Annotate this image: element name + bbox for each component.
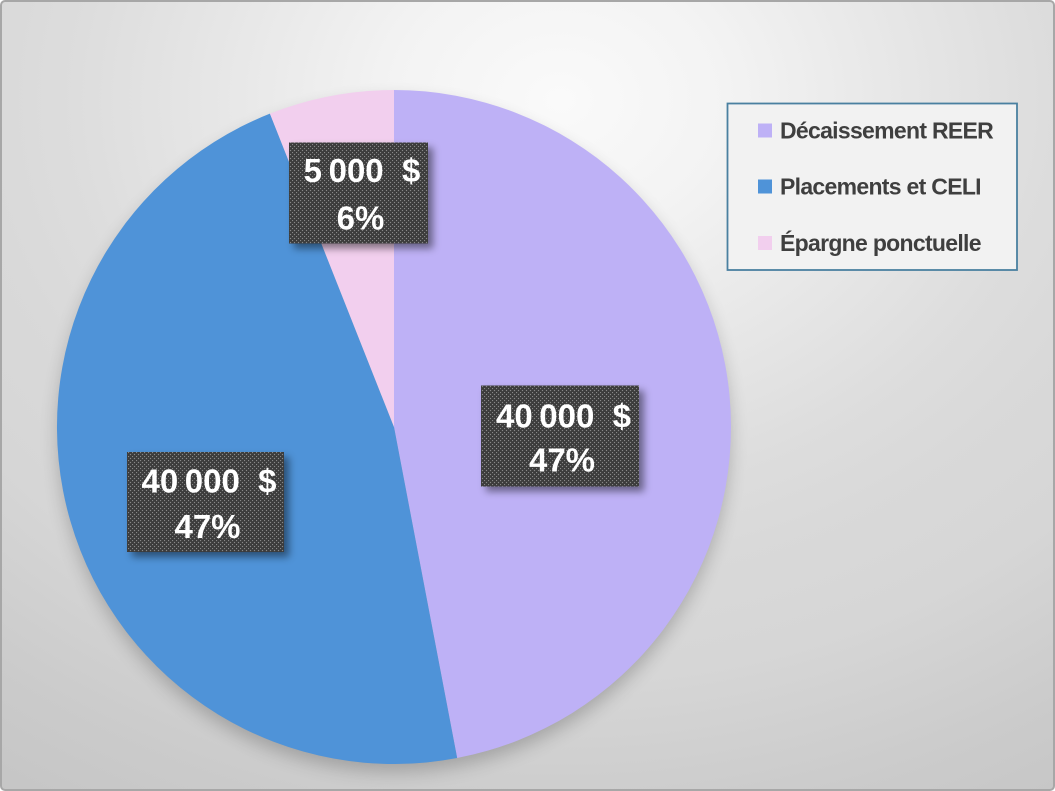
svg-text:47%: 47%	[529, 442, 595, 479]
svg-text:47%: 47%	[174, 508, 240, 545]
svg-text:5 000 $: 5 000 $	[304, 152, 421, 189]
svg-text:6%: 6%	[337, 200, 385, 237]
svg-text:40 000 $: 40 000 $	[496, 398, 631, 435]
svg-text:Placements et CELI: Placements et CELI	[780, 174, 981, 200]
svg-text:Décaissement REER: Décaissement REER	[780, 118, 994, 144]
svg-text:40 000 $: 40 000 $	[141, 463, 276, 500]
svg-text:Épargne ponctuelle: Épargne ponctuelle	[780, 229, 981, 256]
